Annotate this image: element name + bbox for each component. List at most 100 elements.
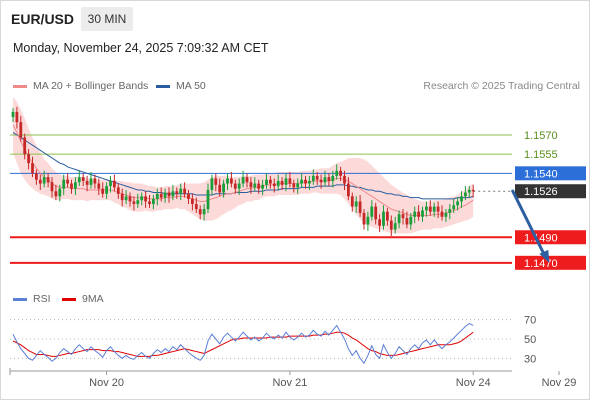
candle-body [432,206,436,212]
ma50-swatch [156,84,170,88]
candle-body [101,188,105,194]
candle-body [85,180,89,185]
level-label-1.1526: 1.1526 [524,186,558,198]
candle-body [288,178,292,184]
candle-body [343,175,346,184]
candle-body [319,179,323,183]
rsi-tick-50: 50 [524,334,536,346]
candle-body [284,178,288,185]
level-label-1.1555: 1.1555 [524,149,558,161]
research-credit: Research © 2025 Trading Central [423,80,580,92]
rsi-line [12,322,474,365]
candle-body [261,184,264,189]
candle-body [175,191,179,194]
candle-body [74,182,77,189]
symbol-title: EUR/USD [11,11,75,27]
candle-body [269,179,272,184]
candle-body [421,210,424,217]
candle-body [296,183,300,188]
candle-body [89,178,93,185]
candle-body [50,182,54,192]
candle-body [448,209,452,213]
chart-datetime: Monday, November 24, 2025 7:09:32 AM CET [13,41,269,55]
candle-body [233,183,237,189]
rsi-9ma-line [12,331,474,357]
candle-body [218,184,222,193]
candle-body [46,177,50,183]
candle-body [136,200,140,205]
candle-body [335,170,339,176]
candle-body [202,209,206,215]
forecast-arrow-shaft [510,189,547,258]
rsi-swatch [13,297,27,301]
candle-body [417,211,420,217]
candle-body [226,178,229,184]
candle-body [194,204,198,210]
candle-body [280,180,284,185]
candle-body [401,214,405,219]
candle-body [210,178,214,190]
legend-ma50: MA 50 [156,80,206,92]
legend-ma20: MA 20 + Bollinger Bands [13,80,148,92]
candle-body [54,191,58,197]
candle-body [428,206,432,212]
candle-body [425,206,428,211]
rsi-tick-70: 70 [524,315,536,327]
bollinger-band [13,96,474,234]
candle-body [183,188,186,194]
candle-body [339,170,342,176]
ma9-swatch [62,297,76,301]
candle-body [113,180,116,188]
candle-body [120,193,124,201]
candle-body [253,183,257,188]
candle-body [152,198,155,205]
candle-body [464,192,467,197]
candle-body [393,223,397,230]
candle-body [245,177,249,183]
level-box-1.1540 [515,166,586,181]
level-label-1.1540: 1.1540 [524,168,558,180]
candle-body [128,196,132,202]
ma50-label: MA 50 [176,80,206,92]
candle-body [62,179,66,189]
candle-body [159,193,163,198]
rsi-label: RSI [33,293,51,305]
candle-body [366,216,370,225]
level-label-1.1570: 1.1570 [524,130,558,142]
candle-body [70,183,73,189]
candle-body [144,196,147,202]
candle-body [444,212,448,217]
ma9-label: 9MA [82,293,104,305]
candle-body [93,178,97,184]
candle-body [11,111,15,118]
candle-body [77,177,81,183]
candle-body [300,179,303,184]
candle-body [249,182,253,188]
forecast-arrow-head [539,249,550,263]
candle-body [405,218,409,225]
candle-body [66,179,69,184]
x-tick-label: Nov 21 [272,377,307,389]
candle-body [155,193,159,199]
candle-body [230,178,233,184]
candle-body [148,201,151,205]
ma20-label: MA 20 + Bollinger Bands [33,80,149,92]
candle-body [198,209,202,215]
candle-body [214,178,218,185]
candle-body [311,175,315,181]
candle-body [206,189,210,210]
candle-body [272,183,276,187]
candle-body [327,177,331,181]
candle-body [452,205,456,210]
candle-body [413,211,417,217]
x-tick-label: Nov 24 [456,377,491,389]
candle-body [471,189,475,192]
timeframe-button[interactable]: 30 MIN [81,7,133,31]
candle-body [308,180,311,184]
rsi-tick-30: 30 [524,353,536,365]
level-box-1.1470 [515,255,586,270]
candle-body [191,198,194,205]
candle-body [109,180,112,187]
candle-body [167,192,171,197]
